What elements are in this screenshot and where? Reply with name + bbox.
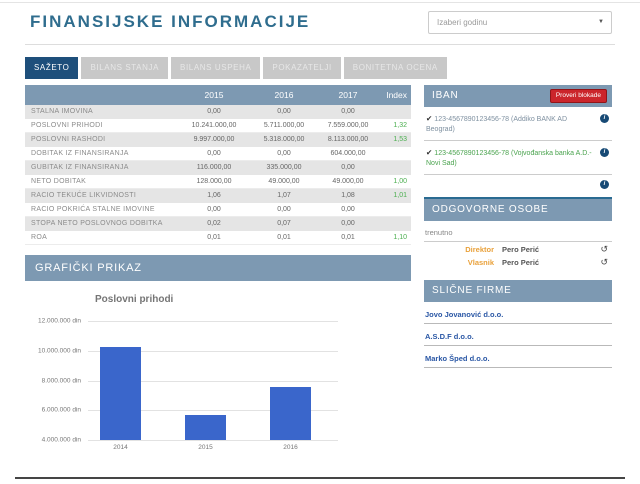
current-label: trenutno [424, 221, 612, 242]
chart-section-header: GRAFIČKI PRIKAZ [25, 255, 411, 281]
info-icon[interactable]: i [600, 114, 609, 123]
person-role: Vlasnik [467, 258, 494, 267]
similar-company-link[interactable]: Marko Šped d.o.o. [424, 346, 612, 368]
info-icon[interactable]: i [600, 148, 609, 157]
person-name: Pero Perić [502, 258, 540, 267]
similar-company-link[interactable]: A.S.D.F d.o.o. [424, 324, 612, 346]
check-blockade-button[interactable]: Proveri blokade [549, 89, 607, 103]
top-divider [0, 2, 640, 3]
tab-bilans-stanja[interactable]: BILANS STANJA [81, 57, 169, 79]
responsible-people-panel: ODGOVORNE OSOBE trenutno Direktor Pero P… [424, 199, 612, 268]
table-row: POSLOVNI RASHODI 9.997.000,00 5.318.000,… [25, 133, 411, 147]
person-role: Direktor [465, 245, 494, 254]
tab-sazeto[interactable]: SAŽETO [25, 57, 79, 79]
col-2016: 2016 [274, 90, 294, 100]
table-row: RACIO POKRIĆA STALNE IMOVINE 0,00 0,00 0… [25, 203, 411, 217]
financial-summary-table: 2015 2016 2017 Index STALNA IMOVINA 0,00… [25, 85, 411, 245]
chart-y-axis: 12.000.000 din 10.000.000 din 8.000.000 … [37, 317, 81, 444]
tab-bar: SAŽETO BILANS STANJA BILANS USPEHA POKAZ… [25, 57, 447, 79]
table-row: RACIO TEKUĆE LIKVIDNOSTI 1,06 1,07 1,08 … [25, 189, 411, 203]
footer-divider [15, 477, 625, 479]
bank-account-item: ✔ 123-4567890123456-78 (Addiko BANK AD Be… [424, 107, 612, 141]
similar-company-link[interactable]: Jovo Jovanović d.o.o. [424, 302, 612, 324]
table-header-row: 2015 2016 2017 Index [25, 85, 411, 105]
chart-x-axis: 2014 2015 2016 [113, 444, 298, 451]
chevron-down-icon: ▼ [598, 19, 604, 25]
table-row: DOBITAK IZ FINANSIRANJA 0,00 0,00 604.00… [25, 147, 411, 161]
similar-panel-header: SLIČNE FIRME [424, 280, 612, 302]
tab-pokazatelji[interactable]: POKAZATELJI [263, 57, 341, 79]
gridline [88, 440, 338, 441]
col-2015: 2015 [204, 90, 224, 100]
history-icon[interactable]: ↺ [600, 257, 608, 267]
table-row: POSLOVNI PRIHODI 10.241.000,00 5.711.000… [25, 119, 411, 133]
gridline [88, 380, 338, 382]
header-divider [25, 44, 615, 45]
chart-title: Poslovni prihodi [95, 294, 174, 305]
col-index: Index [386, 90, 407, 100]
bank-account-item-empty: i [424, 175, 612, 195]
gridline [88, 350, 338, 352]
person-row: Direktor Pero Perić ↺ [424, 242, 612, 255]
bar-2014 [100, 347, 141, 440]
year-select-value: Izaberi godinu [437, 18, 488, 27]
similar-companies-panel: SLIČNE FIRME Jovo Jovanović d.o.o. A.S.D… [424, 280, 612, 368]
page-title: FINANSIJSKE INFORMACIJE [30, 12, 311, 31]
iban-panel: IBAN Proveri blokade ✔ 123-4567890123456-… [424, 85, 612, 199]
revenue-bar-chart: Poslovni prihodi 12.000.000 din 10.000.0… [25, 288, 411, 466]
responsible-panel-header: ODGOVORNE OSOBE [424, 199, 612, 221]
gridline [88, 321, 338, 322]
col-2017: 2017 [338, 90, 358, 100]
table-row: GUBITAK IZ FINANSIRANJA 116.000,00 335.0… [25, 161, 411, 175]
checkmark-icon: ✔ [426, 114, 433, 123]
bar-2016 [270, 387, 311, 440]
person-name: Pero Perić [502, 245, 540, 254]
bar-2015 [185, 414, 226, 440]
history-icon[interactable]: ↺ [600, 244, 608, 254]
person-row: Vlasnik Pero Perić ↺ [424, 255, 612, 268]
tab-bonitetna-ocena[interactable]: BONITETNA OCENA [343, 57, 447, 79]
info-icon[interactable]: i [600, 180, 609, 189]
tab-bilans-uspeha[interactable]: BILANS USPEHA [171, 57, 261, 79]
iban-panel-header: IBAN Proveri blokade [424, 85, 612, 107]
checkmark-icon: ✔ [426, 148, 433, 157]
table-row: STOPA NETO POSLOVNOG DOBITKA 0,02 0,07 0… [25, 217, 411, 231]
chart-plot-area [88, 321, 338, 441]
bank-account-item: ✔ 123-4567890123456-78 (Vojvođanska banka… [424, 141, 612, 175]
table-row: STALNA IMOVINA 0,00 0,00 0,00 [25, 105, 411, 119]
year-select[interactable]: Izaberi godinu ▼ [428, 11, 612, 34]
table-row: ROA 0,01 0,01 0,01 1,10 [25, 231, 411, 245]
table-row: NETO DOBITAK 128.000,00 49.000,00 49.000… [25, 175, 411, 189]
gridline [88, 410, 338, 412]
